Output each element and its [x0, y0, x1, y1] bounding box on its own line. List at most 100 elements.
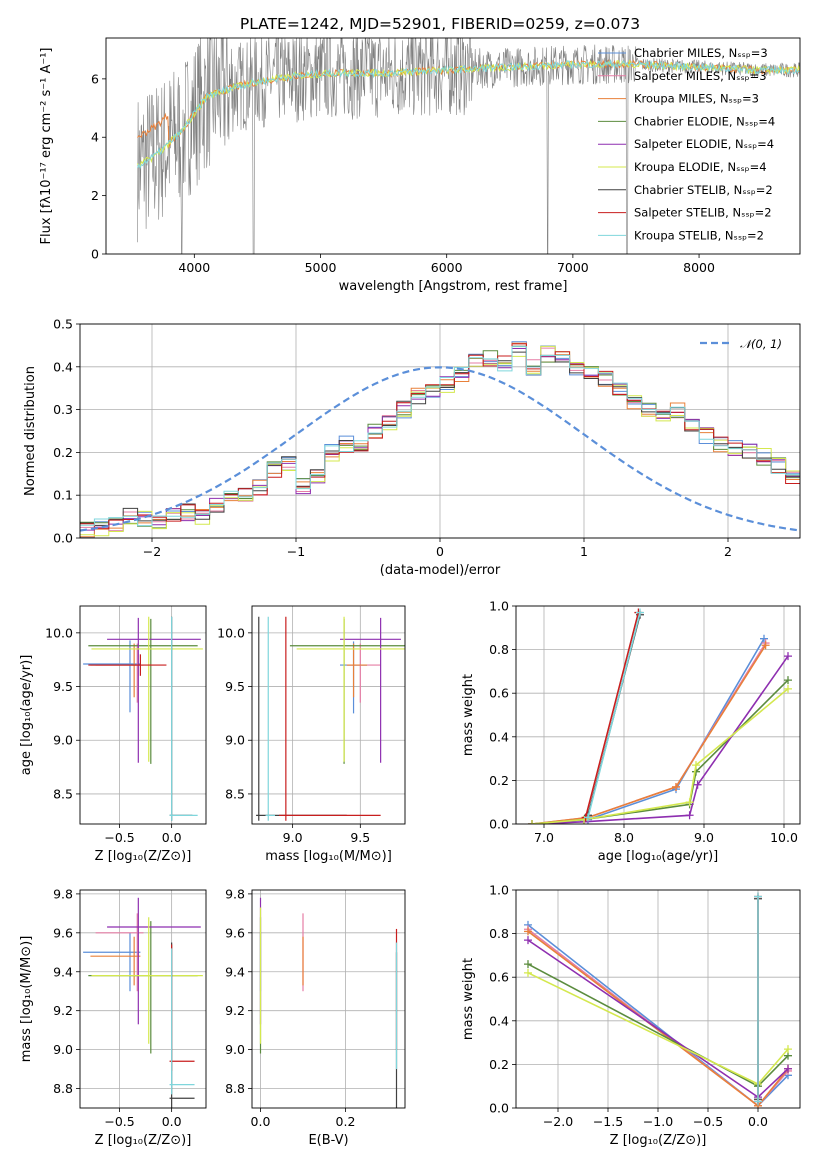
- y-axis-label: Normed distribution: [23, 366, 38, 496]
- model-line-kroupa_elodie: [137, 59, 800, 168]
- x-tick-label: 0.2: [336, 1114, 356, 1129]
- mass_vs_ebv-plot-area: [259, 897, 398, 1108]
- y-tick-label: 0.5: [53, 317, 73, 332]
- legend-label: Chabrier MILES, Nₛₛₚ=3: [634, 46, 768, 60]
- x-tick-label: 7.0: [534, 830, 554, 845]
- age_vs_z-plot-area: [83, 616, 203, 821]
- y-tick-label: 9.0: [225, 1042, 245, 1057]
- x-tick-label: 0: [436, 544, 444, 559]
- weight-line-salpeter_elodie: [531, 655, 789, 824]
- y-tick-label: 9.0: [225, 733, 245, 748]
- y-tick-label: 8.5: [225, 786, 245, 801]
- residuals-frame: [79, 323, 801, 539]
- legend-label: Kroupa ELODIE, Nₛₛₚ=4: [634, 160, 767, 174]
- x-tick-label: 9.0: [283, 830, 303, 845]
- y-axis-label: mass [log₁₀(M/M⊙)]: [19, 936, 34, 1063]
- weight-marker-kroupa_elodie: [528, 820, 536, 824]
- y-tick-label: 0.6: [489, 970, 509, 985]
- weight-line-chabrier_elodie: [531, 679, 789, 824]
- y-tick-label: 0.2: [489, 1057, 509, 1072]
- weight-marker-kroupa_elodie: [784, 684, 792, 693]
- x-tick-label: −2.0: [543, 1114, 573, 1129]
- y-axis-label: mass weight: [461, 674, 476, 756]
- x-axis-label: wavelength [Angstrom, rest frame]: [339, 279, 568, 294]
- spectrum-data-line: [137, 38, 800, 254]
- legend-label: Kroupa STELIB, Nₛₛₚ=2: [634, 228, 764, 242]
- weight-marker-salpeter_elodie: [784, 1064, 792, 1073]
- x-axis-label: mass [log₁₀(M/M⊙)]: [265, 849, 392, 864]
- x-axis-label: age [log₁₀(age/yr)]: [598, 849, 719, 864]
- spectrum-plot-area: [137, 38, 800, 254]
- weight-marker-kroupa_stelib: [584, 813, 592, 822]
- weight-line-kroupa_stelib: [587, 612, 641, 818]
- legend-label: Salpeter ELODIE, Nₛₛₚ=4: [634, 137, 774, 151]
- y-tick-label: 0.4: [53, 359, 73, 374]
- x-tick-label: 1: [580, 544, 588, 559]
- y-tick-label: 0: [91, 247, 99, 262]
- mass_vs_ebv-axes: 0.0 0.2 8.8 9.0 9.2 9.4 9.6 9.8 E(B-V): [225, 886, 405, 1148]
- y-tick-label: 8.5: [53, 786, 73, 801]
- weight-marker-kroupa_miles: [672, 782, 680, 791]
- y-tick-label: 0.8: [489, 926, 509, 941]
- y-tick-label: 0.2: [489, 773, 509, 788]
- weight-marker-kroupa_stelib: [754, 1097, 762, 1106]
- weight-line-kroupa_miles: [531, 644, 767, 824]
- x-axis-label: (data-model)/error: [380, 563, 501, 578]
- y-tick-label: 9.5: [225, 679, 245, 694]
- legend-label: Kroupa MILES, Nₛₛₚ=3: [634, 92, 759, 106]
- x-axis-label: Z [log₁₀(Z/Z⊙)]: [95, 1133, 192, 1148]
- weight-marker-kroupa_elodie: [784, 1045, 792, 1054]
- y-tick-label: 1.0: [489, 883, 509, 898]
- age_vs_mass-axes: 9.0 9.5 8.5 9.0 9.5 10.0 mass [log₁₀(M/M⊙)]: [217, 606, 405, 864]
- legend: Chabrier MILES, Nₛₛₚ=3 Salpeter MILES, Nₛ…: [598, 46, 775, 242]
- y-tick-label: 2: [91, 188, 99, 203]
- x-tick-label: 7000: [557, 260, 589, 275]
- x-tick-label: 4000: [178, 260, 210, 275]
- x-tick-label: −0.5: [104, 830, 134, 845]
- y-tick-label: 1.0: [489, 599, 509, 614]
- y-tick-label: 9.4: [53, 964, 73, 979]
- legend-label: Chabrier STELIB, Nₛₛₚ=2: [634, 183, 773, 197]
- y-tick-label: 0.0: [489, 1101, 509, 1116]
- age_vs_z-frame: [79, 605, 207, 825]
- y-tick-label: 9.4: [225, 964, 245, 979]
- y-tick-label: 8.8: [53, 1081, 73, 1096]
- mass_vs_z-plot-area: [83, 897, 203, 1108]
- x-tick-label: 8000: [683, 260, 715, 275]
- weight-line-kroupa_elodie: [531, 688, 789, 824]
- residuals-plot-area: [80, 341, 800, 538]
- y-tick-label: 4: [91, 130, 99, 145]
- y-tick-label: 6: [91, 71, 99, 86]
- x-tick-label: 0.0: [162, 1114, 182, 1129]
- x-tick-label: −0.5: [104, 1114, 134, 1129]
- y-tick-label: 0.3: [53, 402, 73, 417]
- weight-marker-salpeter_elodie: [784, 652, 792, 661]
- weight-marker-kroupa_elodie: [524, 968, 532, 977]
- weight-marker-kroupa_miles: [761, 641, 770, 650]
- model-line-kroupa_stelib: [137, 59, 800, 170]
- x-axis-label: Z [log₁₀(Z/Z⊙)]: [95, 849, 192, 864]
- y-tick-label: 9.0: [53, 1042, 73, 1057]
- y-tick-label: 0.8: [489, 642, 509, 657]
- y-tick-label: 9.0: [53, 733, 73, 748]
- weight-marker-chabrier_elodie: [524, 960, 532, 969]
- y-axis-label: age [log₁₀(age/yr)]: [19, 655, 34, 776]
- y-tick-label: 0.4: [489, 729, 509, 744]
- legend-label: Salpeter STELIB, Nₛₛₚ=2: [634, 206, 772, 220]
- x-tick-label: 10.0: [770, 830, 798, 845]
- weight-marker-chabrier_elodie: [784, 676, 792, 685]
- x-tick-label: 6000: [431, 260, 463, 275]
- weight_vs_z-frame: [515, 889, 801, 1109]
- x-tick-label: 5000: [305, 260, 337, 275]
- residuals-axes: −2 −1 0 1 2 0.0 0.1 0.2 0.3 0.4 0.5 (data-model)/er…: [23, 317, 800, 578]
- histogram-step-kroupa_stelib: [80, 346, 800, 527]
- x-tick-label: −0.5: [693, 1114, 723, 1129]
- weight-marker-kroupa_stelib: [636, 608, 644, 617]
- weight-marker-salpeter_elodie: [685, 811, 694, 820]
- y-tick-label: 0.0: [53, 531, 73, 546]
- weight-marker-salpeter_elodie: [524, 936, 532, 945]
- y-tick-label: 9.8: [225, 886, 245, 901]
- legend-label: Chabrier ELODIE, Nₛₛₚ=4: [634, 114, 775, 128]
- y-tick-label: 9.6: [225, 925, 245, 940]
